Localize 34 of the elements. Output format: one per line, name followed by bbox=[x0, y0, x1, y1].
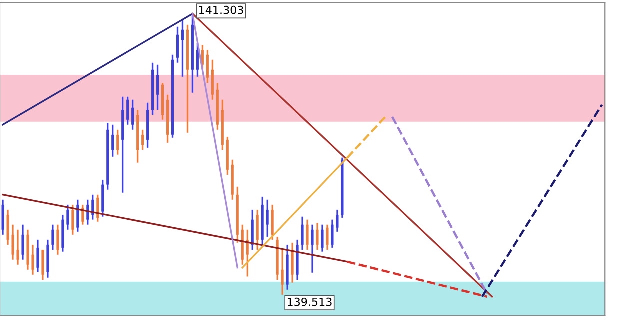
candlestick bbox=[142, 129, 144, 151]
candlestick bbox=[176, 26, 179, 64]
candlestick bbox=[32, 244, 34, 276]
candlestick bbox=[331, 218, 334, 249]
candlestick bbox=[52, 224, 54, 251]
annotation: 139.513 bbox=[288, 298, 332, 306]
candlestick bbox=[281, 249, 284, 296]
candlestick bbox=[76, 199, 80, 233]
candlestick bbox=[66, 204, 70, 231]
candlestick bbox=[132, 99, 134, 131]
candlestick bbox=[72, 204, 74, 236]
candlestick bbox=[196, 42, 199, 78]
candlestick bbox=[126, 96, 130, 126]
candlestick bbox=[156, 64, 160, 111]
candlestick bbox=[12, 224, 14, 261]
candlestick bbox=[116, 129, 120, 156]
candlestick bbox=[311, 224, 314, 274]
candlestick bbox=[112, 124, 114, 158]
candlestick bbox=[321, 224, 324, 253]
candlestick bbox=[36, 239, 40, 273]
candlestick bbox=[266, 199, 269, 238]
candlestick bbox=[201, 44, 204, 71]
candlestick bbox=[96, 194, 100, 223]
candlestick bbox=[336, 209, 339, 233]
candlestick bbox=[22, 224, 24, 261]
candlestick bbox=[206, 49, 209, 84]
candlestick bbox=[181, 19, 184, 78]
annotation: 141.303 bbox=[199, 6, 244, 14]
candlestick bbox=[316, 222, 319, 251]
candlestick bbox=[301, 216, 304, 251]
candlestick bbox=[306, 218, 309, 251]
candlestick bbox=[56, 224, 60, 256]
candlestick bbox=[326, 224, 329, 251]
candlestick bbox=[16, 229, 20, 266]
